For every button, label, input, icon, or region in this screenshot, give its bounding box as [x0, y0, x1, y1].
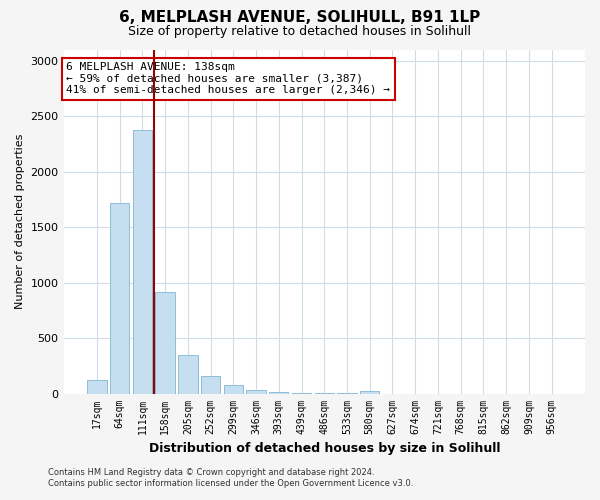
Y-axis label: Number of detached properties: Number of detached properties: [15, 134, 25, 310]
Bar: [87, 380, 107, 394]
Bar: [155, 292, 175, 394]
X-axis label: Distribution of detached houses by size in Solihull: Distribution of detached houses by size …: [149, 442, 500, 455]
Bar: [247, 390, 266, 394]
Bar: [178, 356, 197, 394]
Text: 6, MELPLASH AVENUE, SOLIHULL, B91 1LP: 6, MELPLASH AVENUE, SOLIHULL, B91 1LP: [119, 10, 481, 25]
Text: 6 MELPLASH AVENUE: 138sqm
← 59% of detached houses are smaller (3,387)
41% of se: 6 MELPLASH AVENUE: 138sqm ← 59% of detac…: [66, 62, 390, 95]
Bar: [269, 392, 289, 394]
Bar: [292, 393, 311, 394]
Bar: [110, 203, 130, 394]
Bar: [360, 392, 379, 394]
Bar: [133, 130, 152, 394]
Text: Contains HM Land Registry data © Crown copyright and database right 2024.
Contai: Contains HM Land Registry data © Crown c…: [48, 468, 413, 487]
Text: Size of property relative to detached houses in Solihull: Size of property relative to detached ho…: [128, 25, 472, 38]
Bar: [201, 376, 220, 394]
Bar: [224, 384, 243, 394]
